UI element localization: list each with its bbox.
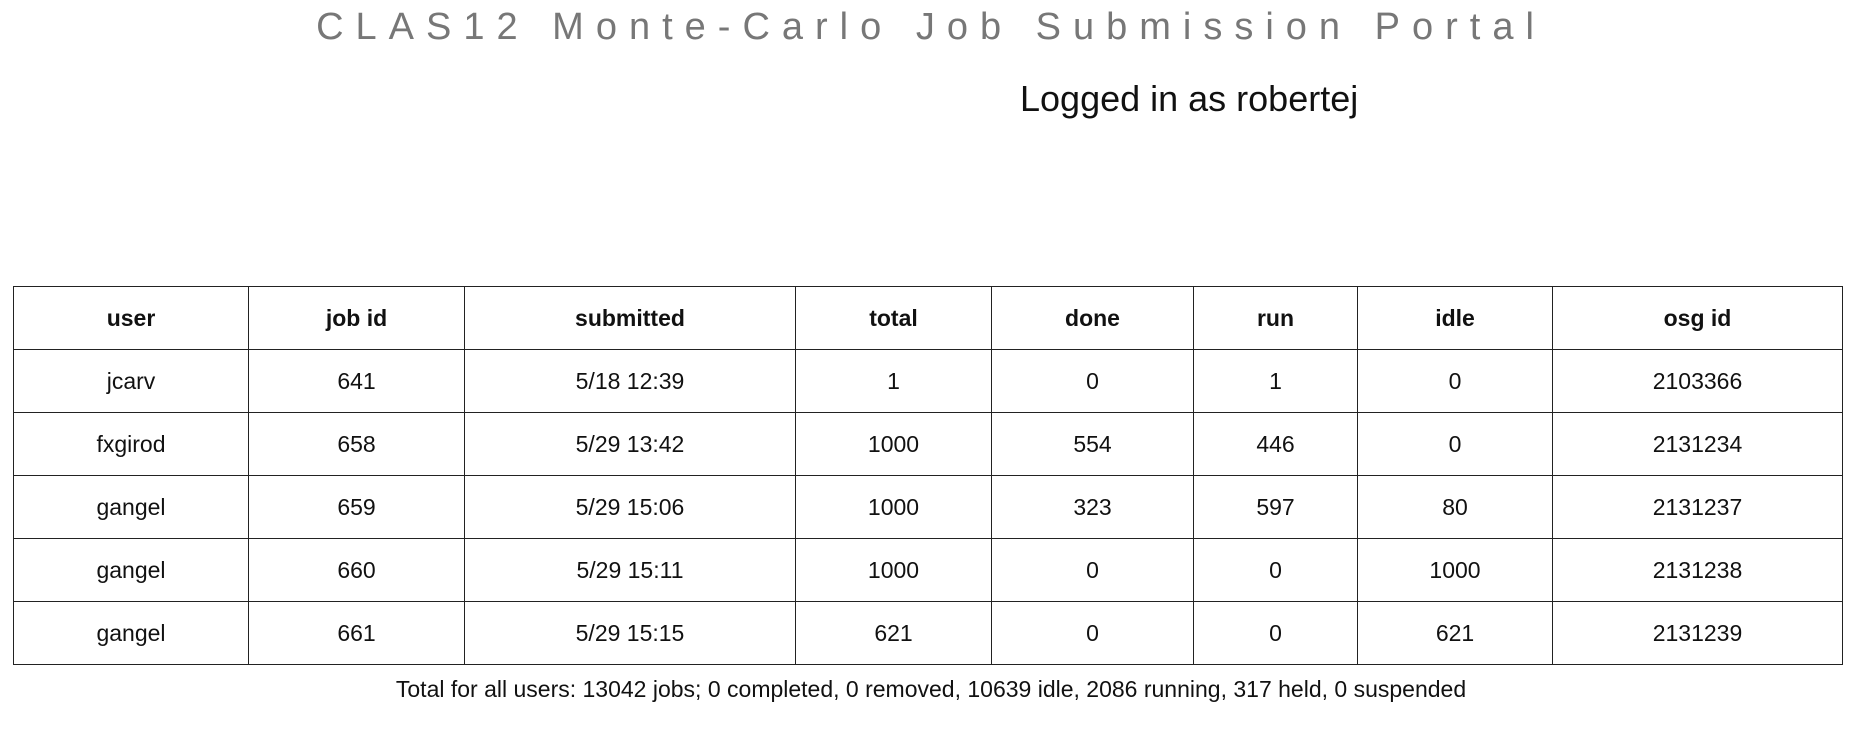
cell-job-id: 661 bbox=[248, 601, 465, 665]
cell-idle: 80 bbox=[1357, 475, 1553, 539]
cell-osg-id: 2131237 bbox=[1552, 475, 1843, 539]
cell-osg-id: 2131239 bbox=[1552, 601, 1843, 665]
jobs-summary: Total for all users: 13042 jobs; 0 compl… bbox=[395, 676, 1467, 702]
cell-done: 554 bbox=[991, 412, 1194, 476]
cell-total: 621 bbox=[795, 601, 992, 665]
cell-idle: 621 bbox=[1357, 601, 1553, 665]
cell-user: jcarv bbox=[13, 349, 249, 413]
cell-run: 0 bbox=[1193, 601, 1358, 665]
cell-job-id: 641 bbox=[248, 349, 465, 413]
cell-osg-id: 2131238 bbox=[1552, 538, 1843, 602]
login-status: Logged in as robertej bbox=[1020, 78, 1359, 119]
cell-user: gangel bbox=[13, 475, 249, 539]
table-row: fxgirod 658 5/29 13:42 1000 554 446 0 21… bbox=[13, 412, 1843, 476]
column-header-osg-id: osg id bbox=[1552, 286, 1843, 350]
column-header-total: total bbox=[795, 286, 992, 350]
cell-submitted: 5/29 13:42 bbox=[464, 412, 796, 476]
jobs-table: user job id submitted total done run idl… bbox=[13, 286, 1843, 665]
cell-idle: 1000 bbox=[1357, 538, 1553, 602]
column-header-run: run bbox=[1193, 286, 1358, 350]
cell-total: 1000 bbox=[795, 475, 992, 539]
table-row: gangel 660 5/29 15:11 1000 0 0 1000 2131… bbox=[13, 538, 1843, 602]
cell-user: fxgirod bbox=[13, 412, 249, 476]
column-header-user: user bbox=[13, 286, 249, 350]
table-row: gangel 661 5/29 15:15 621 0 0 621 213123… bbox=[13, 601, 1843, 665]
cell-run: 0 bbox=[1193, 538, 1358, 602]
column-header-submitted: submitted bbox=[464, 286, 796, 350]
cell-idle: 0 bbox=[1357, 349, 1553, 413]
cell-submitted: 5/29 15:11 bbox=[464, 538, 796, 602]
cell-submitted: 5/29 15:15 bbox=[464, 601, 796, 665]
cell-idle: 0 bbox=[1357, 412, 1553, 476]
cell-user: gangel bbox=[13, 538, 249, 602]
table-row: jcarv 641 5/18 12:39 1 0 1 0 2103366 bbox=[13, 349, 1843, 413]
cell-done: 0 bbox=[991, 601, 1194, 665]
cell-run: 1 bbox=[1193, 349, 1358, 413]
page-title: CLAS12 Monte-Carlo Job Submission Portal bbox=[316, 6, 1546, 48]
column-header-done: done bbox=[991, 286, 1194, 350]
cell-done: 0 bbox=[991, 538, 1194, 602]
cell-run: 446 bbox=[1193, 412, 1358, 476]
cell-job-id: 659 bbox=[248, 475, 465, 539]
cell-osg-id: 2131234 bbox=[1552, 412, 1843, 476]
table-row: gangel 659 5/29 15:06 1000 323 597 80 21… bbox=[13, 475, 1843, 539]
column-header-job-id: job id bbox=[248, 286, 465, 350]
cell-done: 0 bbox=[991, 349, 1194, 413]
cell-run: 597 bbox=[1193, 475, 1358, 539]
table-header-row: user job id submitted total done run idl… bbox=[13, 286, 1843, 350]
column-header-idle: idle bbox=[1357, 286, 1553, 350]
cell-total: 1000 bbox=[795, 538, 992, 602]
cell-submitted: 5/29 15:06 bbox=[464, 475, 796, 539]
cell-job-id: 660 bbox=[248, 538, 465, 602]
cell-total: 1000 bbox=[795, 412, 992, 476]
cell-done: 323 bbox=[991, 475, 1194, 539]
cell-submitted: 5/18 12:39 bbox=[464, 349, 796, 413]
cell-job-id: 658 bbox=[248, 412, 465, 476]
cell-user: gangel bbox=[13, 601, 249, 665]
cell-total: 1 bbox=[795, 349, 992, 413]
cell-osg-id: 2103366 bbox=[1552, 349, 1843, 413]
